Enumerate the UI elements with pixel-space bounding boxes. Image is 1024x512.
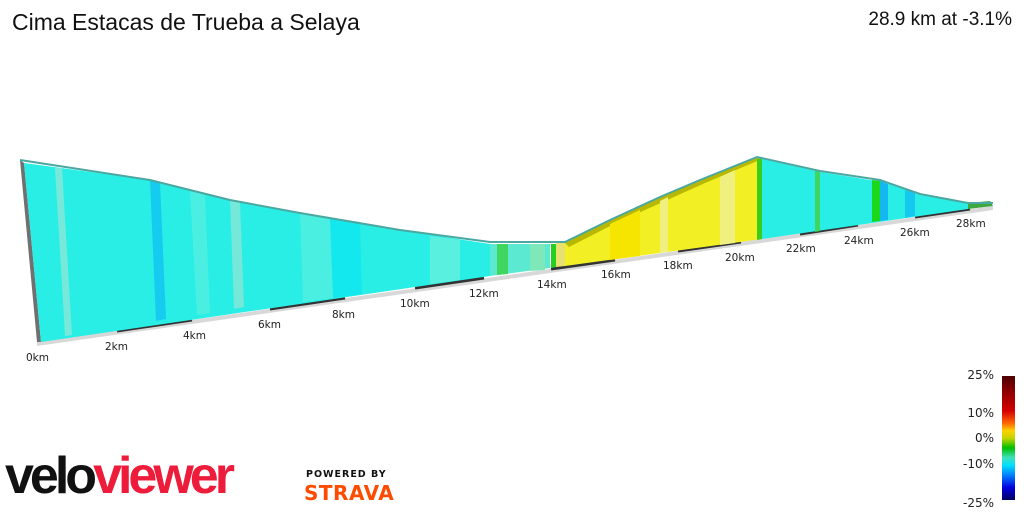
powered-by-label: POWERED BY: [306, 469, 387, 480]
svg-text:16km: 16km: [601, 269, 631, 281]
svg-text:24km: 24km: [844, 235, 874, 247]
elevation-profile-chart: 0km 2km 4km 6km 8km 10km 12km 14km 16km …: [19, 155, 993, 364]
route-title: Cima Estacas de Trueba a Selaya: [12, 9, 360, 35]
svg-text:0km: 0km: [26, 352, 49, 364]
logo-viewer-text: viewer: [93, 447, 235, 505]
svg-text:28km: 28km: [956, 218, 986, 230]
legend-label-0: 0%: [974, 431, 994, 445]
svg-text:2km: 2km: [105, 341, 128, 353]
svg-text:4km: 4km: [183, 330, 206, 342]
profile-descent-1: [24, 163, 490, 342]
legend-label-minus10: -10%: [962, 457, 994, 471]
svg-text:20km: 20km: [725, 252, 755, 264]
svg-text:10km: 10km: [400, 298, 430, 310]
gradient-stripes: [55, 168, 460, 336]
logo-velo-text: velo: [5, 447, 97, 505]
profile-side-face: [20, 160, 41, 342]
climb-top-bevel: [565, 157, 762, 247]
veloviewer-logo[interactable]: veloviewer: [5, 447, 235, 505]
svg-text:22km: 22km: [786, 243, 816, 255]
x-tick-labels: 0km 2km 4km 6km 8km 10km 12km 14km 16km …: [26, 218, 986, 364]
svg-text:14km: 14km: [537, 279, 567, 291]
legend-label-min: -25%: [962, 496, 994, 510]
profile-top-edge: [19, 155, 993, 243]
svg-text:26km: 26km: [900, 227, 930, 239]
strava-logo[interactable]: STRAVA: [304, 481, 395, 505]
gradient-color-bar: [1002, 376, 1015, 500]
route-summary: 28.9 km at -3.1%: [868, 9, 1012, 30]
distance-axis: [37, 206, 993, 346]
svg-text:18km: 18km: [663, 260, 693, 272]
legend-label-10: 10%: [967, 406, 994, 420]
profile-descent-2: [762, 159, 968, 239]
legend-label-max: 25%: [967, 368, 994, 382]
svg-text:12km: 12km: [469, 288, 499, 300]
svg-text:6km: 6km: [258, 319, 281, 331]
gradient-legend: 25% 10% 0% -10% -25%: [940, 365, 1024, 512]
svg-text:8km: 8km: [332, 309, 355, 321]
